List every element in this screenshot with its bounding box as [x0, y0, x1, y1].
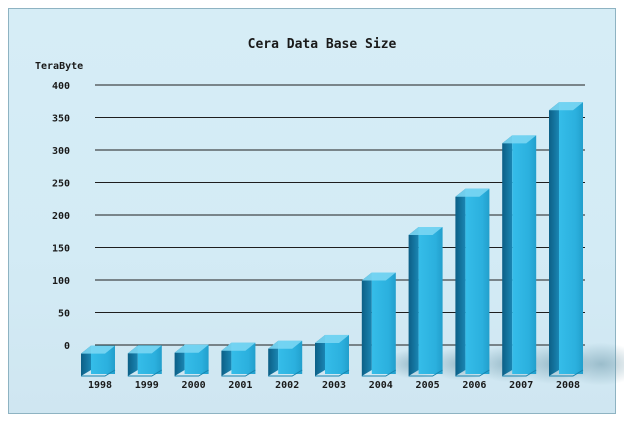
bar-base-edge	[408, 369, 443, 377]
bar-side-face	[221, 342, 232, 376]
y-tick-label: 50	[58, 309, 70, 320]
bar-2001	[221, 342, 256, 377]
bar-top-face	[361, 272, 396, 281]
bar-base-edge	[315, 369, 350, 377]
bar-2002	[268, 340, 303, 377]
bar-front-face	[512, 135, 537, 374]
bar-top-face	[127, 345, 162, 354]
bar-top-face	[408, 227, 443, 236]
bar-base-edge	[268, 369, 303, 377]
bar-top-face	[315, 334, 349, 343]
x-tick-label: 2005	[416, 380, 440, 391]
bar-top-face	[455, 188, 490, 197]
bar-side-face	[315, 334, 325, 376]
x-tick-label: 1999	[135, 380, 159, 391]
bar-2007	[502, 135, 537, 377]
y-tick-label: 350	[52, 114, 70, 125]
x-tick-label: 2008	[556, 380, 580, 391]
bar-front-face	[418, 227, 443, 374]
x-tick-label: 2006	[462, 380, 486, 391]
bar-top-face	[81, 345, 115, 354]
bar-1999	[127, 345, 163, 377]
chart-title: Cera Data Base Size	[248, 37, 397, 52]
y-tick-label: 400	[52, 81, 70, 92]
bar-base-edge	[221, 369, 256, 377]
bar-1998	[81, 345, 116, 377]
y-axis-ticks: 0 50 100 150 200 250 300 350 400	[52, 81, 70, 352]
bar-side-face	[549, 102, 559, 376]
bar-top-face	[174, 344, 209, 353]
bar-side-face	[502, 135, 513, 376]
bars	[81, 102, 584, 377]
bar-side-face	[408, 227, 419, 376]
bar-front-face	[559, 102, 583, 374]
y-tick-label: 200	[52, 211, 70, 222]
y-axis-label: TeraByte	[35, 61, 83, 72]
y-tick-label: 250	[52, 179, 70, 190]
bar-top-face	[221, 342, 256, 351]
bar-2006	[455, 188, 490, 377]
bar-side-face	[268, 340, 279, 376]
bar-top-face	[549, 102, 583, 111]
bar-base-edge	[549, 369, 584, 377]
x-tick-label: 2001	[228, 380, 252, 391]
bar-side-face	[361, 272, 372, 376]
x-tick-label: 2002	[275, 380, 299, 391]
y-tick-label: 100	[52, 276, 70, 287]
y-tick-label: 300	[52, 146, 70, 157]
bar-2000	[174, 344, 209, 377]
y-tick-label: 0	[64, 341, 70, 352]
bar-base-edge	[455, 369, 490, 377]
x-axis-ticks: 1998 1999 2000 2001 2002 2003 2004 2005 2006 2007…	[88, 380, 580, 391]
y-tick-label: 150	[52, 244, 70, 255]
x-tick-label: 2000	[182, 380, 206, 391]
bar-base-edge	[502, 369, 537, 377]
bar-2003	[315, 334, 350, 377]
x-tick-label: 2004	[369, 380, 393, 391]
bar-top-face	[268, 340, 303, 349]
x-tick-label: 1998	[88, 380, 112, 391]
bar-front-face	[371, 272, 396, 374]
bar-2004	[361, 272, 397, 377]
bar-base-edge	[127, 369, 163, 377]
x-tick-label: 2007	[509, 380, 533, 391]
bar-2008	[549, 102, 584, 377]
bar-2005	[408, 227, 443, 377]
bar-base-edge	[81, 369, 116, 377]
x-tick-label: 2003	[322, 380, 346, 391]
bar-base-edge	[174, 369, 209, 377]
bar-side-face	[455, 188, 466, 376]
bar-front-face	[465, 188, 490, 374]
bar-top-face	[502, 135, 537, 144]
bar-base-edge	[361, 369, 397, 377]
